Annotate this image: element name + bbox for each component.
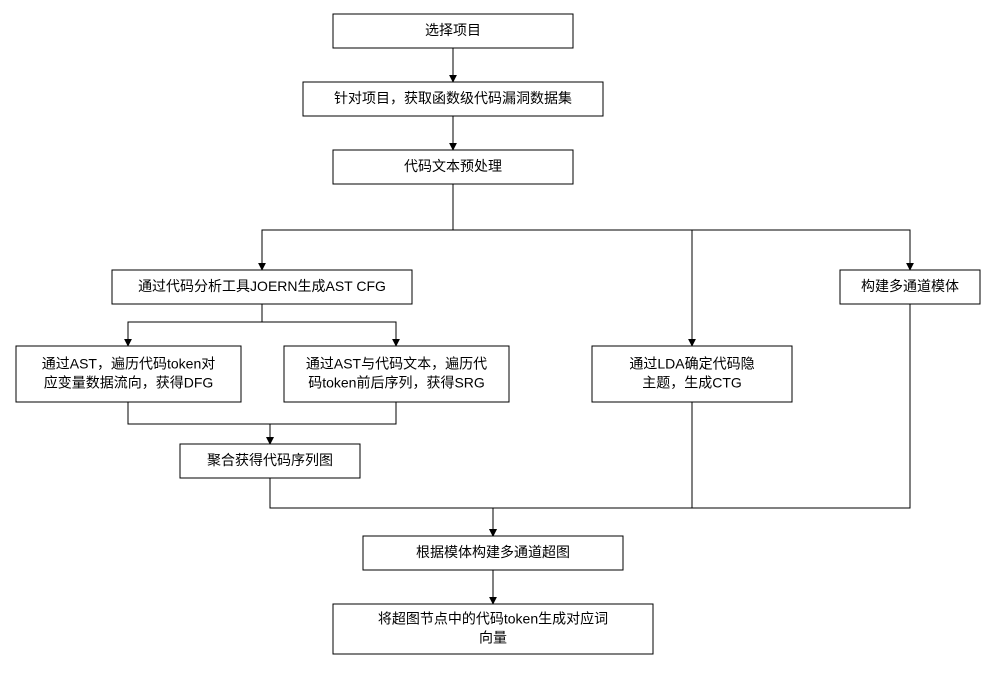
node-n4: 通过代码分析工具JOERN生成AST CFG <box>112 270 412 304</box>
node-n4-label: 通过代码分析工具JOERN生成AST CFG <box>138 278 386 294</box>
edge-8 <box>270 402 396 444</box>
edge-7 <box>128 402 270 444</box>
edge-9 <box>270 478 493 536</box>
node-n2-label: 针对项目，获取函数级代码漏洞数据集 <box>334 90 572 106</box>
node-n3-label: 代码文本预处理 <box>404 158 502 174</box>
edge-11 <box>493 304 910 536</box>
node-n8: 构建多通道模体 <box>840 270 980 304</box>
node-n8-label: 构建多通道模体 <box>861 278 959 294</box>
node-n7: 通过LDA确定代码隐主题，生成CTG <box>592 346 792 402</box>
node-n11: 将超图节点中的代码token生成对应词向量 <box>333 604 653 654</box>
node-n9: 聚合获得代码序列图 <box>180 444 360 478</box>
edge-10 <box>493 402 692 536</box>
node-n3: 代码文本预处理 <box>333 150 573 184</box>
node-n9-label: 聚合获得代码序列图 <box>207 452 333 468</box>
edges-layer <box>128 48 910 604</box>
edge-3 <box>453 184 692 346</box>
node-n5: 通过AST，遍历代码token对应变量数据流向，获得DFG <box>16 346 241 402</box>
node-n1: 选择项目 <box>333 14 573 48</box>
node-n6: 通过AST与代码文本，遍历代码token前后序列，获得SRG <box>284 346 509 402</box>
node-n10: 根据模体构建多通道超图 <box>363 536 623 570</box>
nodes-layer: 选择项目针对项目，获取函数级代码漏洞数据集代码文本预处理通过代码分析工具JOER… <box>16 14 980 654</box>
edge-4 <box>453 184 910 270</box>
edge-2 <box>262 184 453 270</box>
edge-6 <box>262 304 396 346</box>
node-n1-label: 选择项目 <box>425 22 481 38</box>
node-n10-label: 根据模体构建多通道超图 <box>416 544 570 560</box>
edge-5 <box>128 304 262 346</box>
node-n2: 针对项目，获取函数级代码漏洞数据集 <box>303 82 603 116</box>
